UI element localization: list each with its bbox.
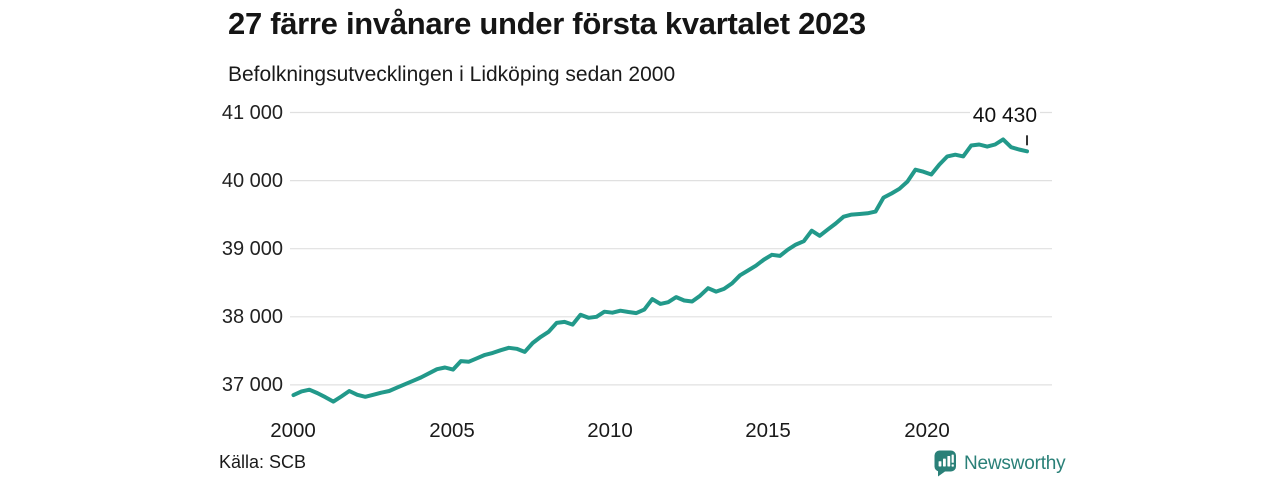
x-axis-tick-2005: 2005	[429, 419, 475, 442]
x-axis-tick-2000: 2000	[270, 419, 316, 442]
y-axis-tick-39000: 39 000	[221, 237, 283, 260]
source-note: Källa: SCB	[219, 452, 307, 472]
population-series-line	[291, 137, 1029, 404]
chart-subtitle: Befolkningsutvecklingen i Lidköping seda…	[228, 63, 676, 86]
last-value-label: 40 430	[969, 104, 1040, 128]
x-axis-tick-2015: 2015	[745, 419, 791, 442]
y-axis-tick-37000: 37 000	[221, 373, 283, 396]
x-axis-tick-2010: 2010	[587, 419, 633, 442]
newsworthy-bubble-chart-icon	[934, 450, 956, 477]
chart-title: 27 färre invånare under första kvartalet…	[228, 6, 866, 41]
y-axis-tick-38000: 38 000	[221, 305, 283, 328]
y-axis-tick-40000: 40 000	[221, 169, 283, 192]
x-axis-tick-2020: 2020	[904, 419, 950, 442]
newsworthy-wordmark: Newsworthy	[964, 452, 1066, 474]
y-axis-tick-41000: 41 000	[221, 101, 283, 124]
newsworthy-logo: Newsworthy	[934, 450, 1066, 477]
